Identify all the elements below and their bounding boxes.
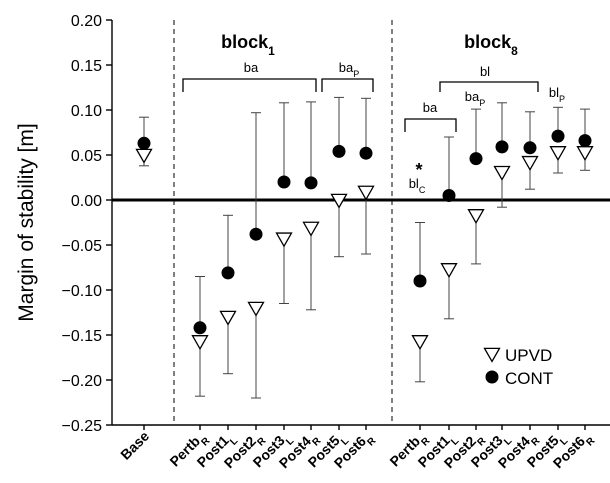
x-tick-label: Base [117,428,152,463]
y-tick-label: 0.05 [71,148,102,165]
cont-point [249,227,263,241]
annotation-b8-bl: bl [480,64,490,79]
cont-point [332,144,346,158]
y-axis-title: Margin of stability [m] [15,123,38,321]
bracket-b8-ba [404,118,457,132]
upvd-point [549,146,567,162]
y-tick-label: 0.10 [71,103,102,120]
block-1-title: block1 [221,32,275,58]
annotation-b8-blp: blP [549,85,565,104]
x-tick-label-group: Post6R [331,427,379,475]
cont-point [523,141,537,155]
legend-cont-marker [485,370,499,384]
cont-point [413,274,427,288]
cont-point [469,152,483,166]
annotation-b1-bap: baP [339,60,359,79]
x-tick-label: Post6R [331,427,379,475]
upvd-point [467,209,485,225]
annotation-b1-ba: ba [244,60,259,75]
legend-upvd-marker [483,347,501,363]
y-tick-label: −0.15 [62,328,103,345]
block-8-title: block8 [464,32,518,58]
x-tick-label-group: Post6R [550,427,598,475]
y-tick-label: −0.05 [62,238,103,255]
cont-point [551,129,565,143]
cont-point [193,321,207,335]
cont-point [221,266,235,280]
bracket-b1-ba [182,78,317,92]
cont-point [578,134,592,148]
upvd-point [135,148,153,164]
upvd-point [302,221,320,237]
y-tick-label: 0.20 [71,13,102,30]
bracket-b1-bap [321,78,374,92]
annotation-b8-ba: ba [423,100,438,115]
annotation-star: * [415,160,422,180]
y-tick-label: −0.25 [62,418,103,435]
x-tick-label: Post6R [550,427,598,475]
upvd-point [247,301,265,317]
upvd-point [330,193,348,209]
cont-point [304,176,318,190]
y-tick-label: 0.15 [71,58,102,75]
annotation-b8-blc: blC [409,176,426,195]
upvd-point [411,335,429,351]
legend-upvd-label: UPVD [505,346,552,365]
upvd-point [275,232,293,248]
upvd-point [191,335,209,351]
y-tick-label: 0.00 [71,193,102,210]
upvd-point [440,263,458,279]
cont-point [359,146,373,160]
cont-point [495,140,509,154]
cont-point [442,189,456,202]
cont-point [277,175,291,189]
y-tick-label: −0.20 [62,373,103,390]
y-tick-label: −0.10 [62,283,103,300]
upvd-point [219,310,237,326]
upvd-point [357,185,375,201]
legend-cont-label: CONT [505,369,553,388]
upvd-point [493,165,511,181]
upvd-point [576,146,594,162]
cont-point [137,136,151,150]
upvd-point [521,155,539,172]
annotation-b8-bap: baP [465,89,485,108]
bracket-b8-bl [439,81,539,92]
x-tick-label-group: Base [117,428,152,463]
